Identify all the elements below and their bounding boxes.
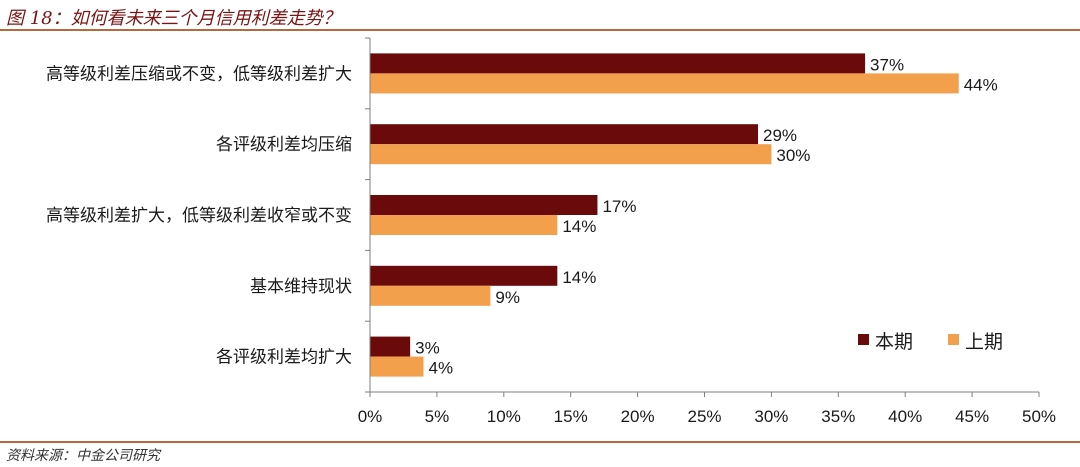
x-tick-label: 5% xyxy=(425,407,450,426)
legend-label: 上期 xyxy=(965,331,1003,353)
data-label: 44% xyxy=(964,75,998,94)
bar-current xyxy=(370,336,411,357)
data-label: 29% xyxy=(763,126,797,145)
category-label: 各评级利差均压缩 xyxy=(216,135,352,154)
category-label: 高等级利差压缩或不变，低等级利差扩大 xyxy=(46,64,352,83)
data-label: 17% xyxy=(602,197,636,216)
title-rule xyxy=(0,29,1080,31)
legend: 本期 上期 xyxy=(858,331,1003,353)
data-label: 3% xyxy=(415,339,440,358)
bar-previous xyxy=(370,215,558,235)
x-tick-label: 45% xyxy=(955,407,989,426)
value-labels: 37% 44% 29%30% 17% 14% 14% 9% 3%4% xyxy=(415,55,998,377)
source-note: 资料来源：中金公司研究 xyxy=(6,448,160,464)
data-label: 14% xyxy=(562,217,596,236)
data-label: 37% xyxy=(870,55,904,74)
bar-previous xyxy=(370,285,491,306)
x-axis: 0% 5% 10% 15% 20% 25% 30% 35% 40% 45% 50% xyxy=(358,37,1056,426)
category-label: 高等级利差扩大，低等级利差收窄或不变 xyxy=(46,206,352,225)
x-tick-label: 20% xyxy=(621,407,655,426)
category-label: 基本维持现状 xyxy=(250,277,352,296)
x-tick-label: 50% xyxy=(1022,407,1056,426)
category-labels: 高等级利差压缩或不变，低等级利差扩大各评级利差均压缩高等级利差扩大，低等级利差收… xyxy=(46,64,352,366)
legend-label: 本期 xyxy=(875,331,913,353)
figure-title: 图 18：如何看未来三个月信用利差走势？ xyxy=(6,8,341,29)
legend-swatch xyxy=(948,334,959,345)
x-tick-label: 30% xyxy=(754,407,788,426)
data-label: 9% xyxy=(495,288,520,307)
bar-current xyxy=(370,195,598,215)
bar-previous xyxy=(370,356,424,377)
category-label: 各评级利差均扩大 xyxy=(216,348,352,367)
data-label: 14% xyxy=(562,268,596,287)
data-label: 30% xyxy=(776,146,810,165)
bar-current xyxy=(370,124,759,145)
x-tick-label: 10% xyxy=(487,407,521,426)
x-tick-label: 35% xyxy=(821,407,855,426)
legend-swatch xyxy=(858,334,869,345)
x-tick-label: 15% xyxy=(554,407,588,426)
x-tick-label: 40% xyxy=(888,407,922,426)
bar-current xyxy=(370,265,558,286)
bar-current xyxy=(370,53,866,74)
bar-previous xyxy=(370,73,959,94)
source-rule xyxy=(0,441,1080,443)
data-label: 4% xyxy=(429,359,454,378)
x-tick-label: 25% xyxy=(687,407,721,426)
bar-group xyxy=(370,53,959,377)
bar-previous xyxy=(370,144,772,165)
x-tick-label: 0% xyxy=(358,407,383,426)
